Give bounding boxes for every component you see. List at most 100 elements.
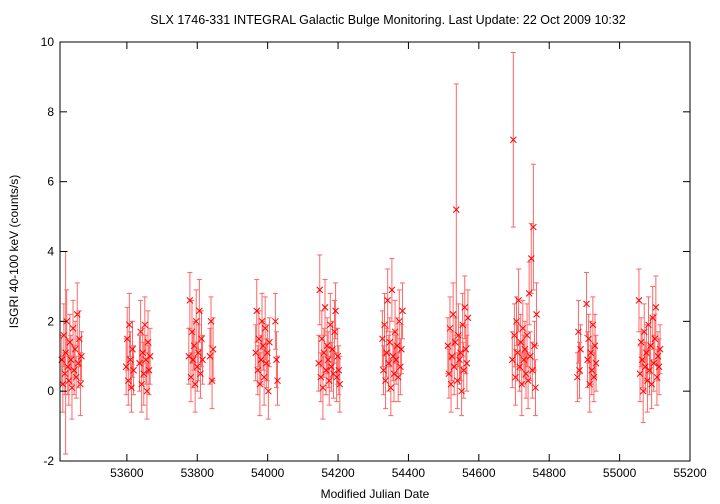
- data-point-stroke: [332, 307, 339, 315]
- data-point: [392, 356, 400, 364]
- data-point-stroke: [194, 349, 202, 357]
- data-point-stroke: [590, 373, 598, 381]
- data-point: [274, 377, 281, 385]
- data-point-stroke: [513, 317, 520, 325]
- data-point: [61, 370, 69, 378]
- chart-title: SLX 1746-331 INTEGRAL Galactic Bulge Mon…: [150, 13, 626, 27]
- data-point: [383, 349, 390, 357]
- data-point: [459, 321, 466, 329]
- data-point-stroke: [208, 377, 216, 385]
- data-point: [651, 335, 659, 343]
- data-point-stroke: [461, 304, 469, 311]
- data-point: [208, 377, 216, 385]
- data-point-stroke: [462, 345, 470, 353]
- data-point-stroke: [656, 345, 664, 353]
- data-point-stroke: [259, 342, 267, 350]
- data-point: [262, 359, 270, 367]
- data-point-stroke: [323, 342, 331, 350]
- data-point-stroke: [398, 345, 405, 353]
- y-tick-label: 8: [47, 105, 54, 119]
- data-point-stroke: [328, 363, 335, 371]
- data-point-stroke: [257, 356, 265, 364]
- data-point: [648, 380, 655, 388]
- data-point: [124, 377, 132, 385]
- data-point: [60, 331, 68, 339]
- data-point-stroke: [463, 359, 471, 367]
- data-point-stroke: [122, 363, 130, 371]
- data-point: [511, 331, 518, 339]
- data-point-stroke: [583, 300, 590, 308]
- data-point: [575, 328, 582, 336]
- data-point: [198, 335, 205, 343]
- data-point: [263, 349, 271, 357]
- data-point: [656, 345, 664, 353]
- data-point-stroke: [137, 328, 144, 336]
- data-point-stroke: [335, 366, 343, 374]
- data-point-stroke: [444, 342, 452, 350]
- data-point-stroke: [521, 345, 529, 353]
- data-point: [577, 345, 584, 353]
- data-point: [144, 338, 152, 346]
- data-point: [128, 384, 135, 392]
- data-point-stroke: [524, 377, 532, 385]
- data-point: [329, 345, 336, 353]
- data-point-stroke: [457, 349, 464, 357]
- x-axis-label: Modified Julian Date: [321, 487, 430, 501]
- data-point: [326, 321, 334, 329]
- data-point: [69, 324, 77, 332]
- data-point: [188, 328, 196, 336]
- data-point-stroke: [331, 328, 338, 336]
- data-point: [655, 363, 663, 371]
- data-point-stroke: [336, 380, 344, 388]
- data-point-stroke: [514, 349, 521, 357]
- data-point: [508, 356, 516, 364]
- data-point: [387, 384, 395, 392]
- data-point-stroke: [256, 380, 264, 388]
- data-point: [641, 363, 649, 371]
- data-point-stroke: [61, 370, 69, 378]
- data-point: [525, 290, 533, 297]
- data-point: [252, 349, 260, 357]
- data-point-stroke: [586, 380, 594, 388]
- data-point: [457, 349, 464, 357]
- data-point-stroke: [584, 356, 591, 364]
- data-point: [185, 352, 193, 360]
- data-point-stroke: [206, 352, 214, 360]
- data-point: [261, 324, 269, 332]
- data-point-stroke: [395, 317, 403, 325]
- data-markers: [58, 136, 664, 395]
- data-point-stroke: [384, 297, 392, 304]
- data-point-stroke: [575, 328, 582, 336]
- data-point: [127, 356, 134, 364]
- data-point: [139, 349, 147, 357]
- data-point: [513, 317, 520, 325]
- data-point-stroke: [528, 366, 536, 374]
- data-point: [193, 363, 201, 371]
- x-tick-label: 55200: [673, 466, 707, 480]
- data-point: [640, 328, 648, 336]
- data-point: [129, 345, 136, 353]
- data-point: [255, 335, 263, 343]
- data-point-stroke: [456, 356, 463, 364]
- data-point-stroke: [142, 356, 150, 364]
- data-point-stroke: [522, 370, 530, 378]
- data-point: [512, 373, 519, 381]
- data-point-stroke: [185, 352, 193, 360]
- data-point: [187, 373, 195, 381]
- data-point: [449, 310, 457, 318]
- data-point-stroke: [635, 297, 643, 304]
- data-point-stroke: [136, 359, 143, 367]
- data-point: [266, 338, 273, 346]
- data-point-stroke: [207, 317, 215, 325]
- data-point-stroke: [523, 331, 531, 339]
- data-point-stroke: [319, 384, 327, 392]
- data-point: [256, 380, 264, 388]
- data-point-stroke: [449, 310, 457, 318]
- data-point-stroke: [316, 286, 324, 294]
- data-point: [323, 342, 331, 350]
- data-point: [458, 387, 465, 395]
- data-point-stroke: [527, 255, 535, 262]
- data-point-stroke: [186, 297, 194, 304]
- data-point-stroke: [396, 363, 404, 371]
- data-point-stroke: [640, 328, 648, 336]
